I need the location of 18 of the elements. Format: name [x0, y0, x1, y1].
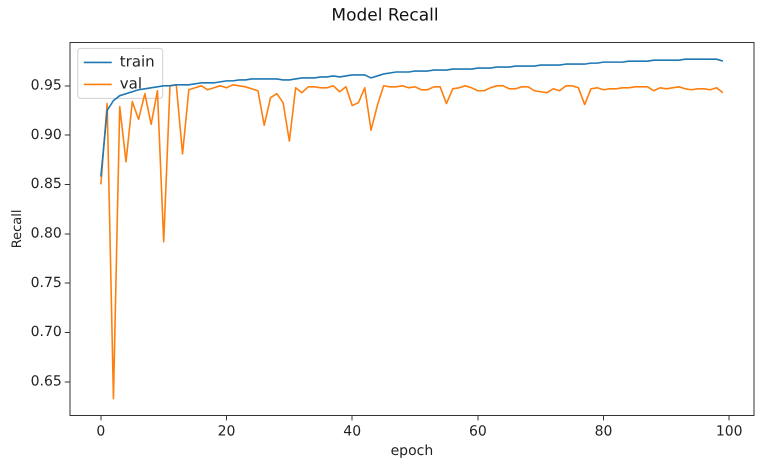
y-tick-label: 0.85: [30, 176, 62, 192]
x-tick-label: 80: [594, 423, 612, 440]
x-tick-label: 100: [716, 423, 743, 440]
legend-label: train: [120, 52, 155, 70]
y-tick-label: 0.75: [30, 274, 62, 291]
x-tick-label: 20: [218, 423, 236, 440]
y-tick-label: 0.95: [30, 77, 62, 94]
chart-title: Model Recall: [331, 6, 439, 26]
y-axis-title: Recall: [10, 210, 26, 248]
y-tick-label: 0.70: [30, 324, 62, 340]
x-tick-label: 60: [468, 423, 487, 440]
y-tick-label: 0.90: [30, 126, 62, 143]
x-axis-title: epoch: [390, 443, 434, 460]
y-tick-label: 0.80: [30, 225, 62, 242]
legend-label: val: [120, 74, 142, 92]
x-tick-label: 40: [343, 423, 362, 440]
x-tick-label: 0: [96, 423, 106, 440]
y-tick-label: 0.65: [30, 373, 62, 390]
